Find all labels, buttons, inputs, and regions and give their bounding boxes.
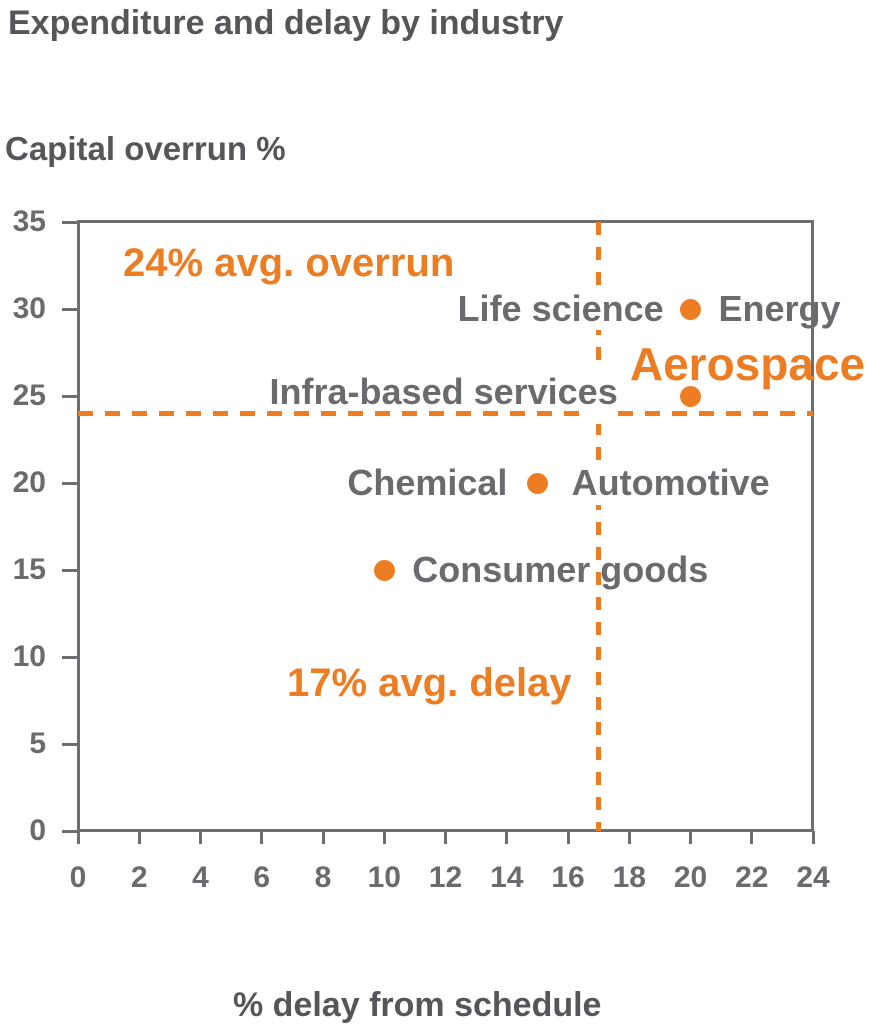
x-tick-22	[750, 831, 754, 844]
x-tick-label-22: 22	[735, 861, 769, 894]
energy-label: Energy	[718, 288, 841, 329]
x-tick-label-4: 4	[192, 861, 209, 894]
x-tick-16	[566, 831, 570, 844]
y-tick-0	[62, 829, 78, 833]
x-tick-12	[444, 831, 447, 844]
aerospace-label: Aerospace	[629, 338, 866, 390]
x-tick-label-18: 18	[612, 861, 646, 894]
x-tick-20	[689, 831, 692, 844]
x-tick-label-6: 6	[253, 861, 271, 894]
y-tick-label-25: 25	[12, 379, 46, 412]
chart-title: Expenditure and delay by industry	[8, 4, 564, 42]
x-tick-label-2: 2	[130, 861, 148, 894]
x-tick-2	[137, 831, 141, 844]
y-tick-30	[62, 307, 78, 311]
x-tick-4	[199, 831, 202, 844]
chemical-label: Chemical	[347, 462, 508, 503]
avg-delay-annotation: 17% avg. delay	[287, 661, 572, 705]
y-tick-20	[62, 481, 78, 485]
automotive-label-patch	[579, 461, 618, 505]
x-tick-0	[76, 831, 80, 844]
automotive-label: Automotive	[571, 462, 770, 503]
y-tick-10	[62, 655, 78, 659]
x-tick-24	[811, 831, 815, 844]
x-tick-label-0: 0	[69, 861, 87, 894]
consumer-goods-marker	[373, 559, 395, 581]
x-tick-8	[321, 831, 325, 844]
y-tick-label-35: 35	[12, 205, 46, 238]
x-tick-18	[627, 831, 631, 844]
plot-area-border	[77, 220, 814, 832]
avg-overrun-line	[78, 410, 813, 416]
consumer-goods-label: Consumer goods	[412, 549, 709, 590]
y-tick-label-0: 0	[29, 814, 46, 847]
infra-based-services-label-patch	[584, 368, 614, 424]
x-tick-label-16: 16	[551, 861, 585, 894]
y-tick-label-5: 5	[29, 727, 46, 760]
avg-overrun-annotation: 24% avg. overrun	[123, 241, 455, 285]
x-tick-label-20: 20	[673, 861, 708, 894]
y-tick-35	[62, 220, 78, 224]
x-tick-10	[382, 831, 386, 844]
y-tick-label-30: 30	[12, 292, 46, 325]
aerospace-marker	[680, 385, 701, 407]
life-science-label: Life science	[457, 288, 664, 329]
y-tick-25	[62, 394, 78, 398]
life-science-label-patch	[586, 288, 611, 330]
avg-delay-line	[596, 222, 602, 831]
y-axis-caption: Capital overrun %	[5, 130, 286, 167]
x-tick-label-10: 10	[367, 861, 401, 894]
x-tick-label-12: 12	[428, 861, 463, 894]
y-tick-label-20: 20	[12, 466, 46, 499]
y-tick-15	[62, 568, 78, 572]
x-tick-label-8: 8	[314, 861, 332, 894]
infra-based-services-label: Infra-based services	[269, 371, 618, 412]
y-tick-label-15: 15	[12, 553, 46, 586]
x-tick-6	[260, 831, 264, 844]
y-tick-5	[62, 742, 78, 746]
x-axis-caption: % delay from schedule	[233, 986, 602, 1024]
chemical-marker	[526, 472, 548, 494]
x-tick-label-14: 14	[490, 861, 524, 894]
x-tick-label-24: 24	[796, 861, 830, 894]
x-tick-14	[505, 831, 509, 844]
y-tick-label-10: 10	[12, 640, 46, 673]
energy-marker	[680, 298, 701, 320]
